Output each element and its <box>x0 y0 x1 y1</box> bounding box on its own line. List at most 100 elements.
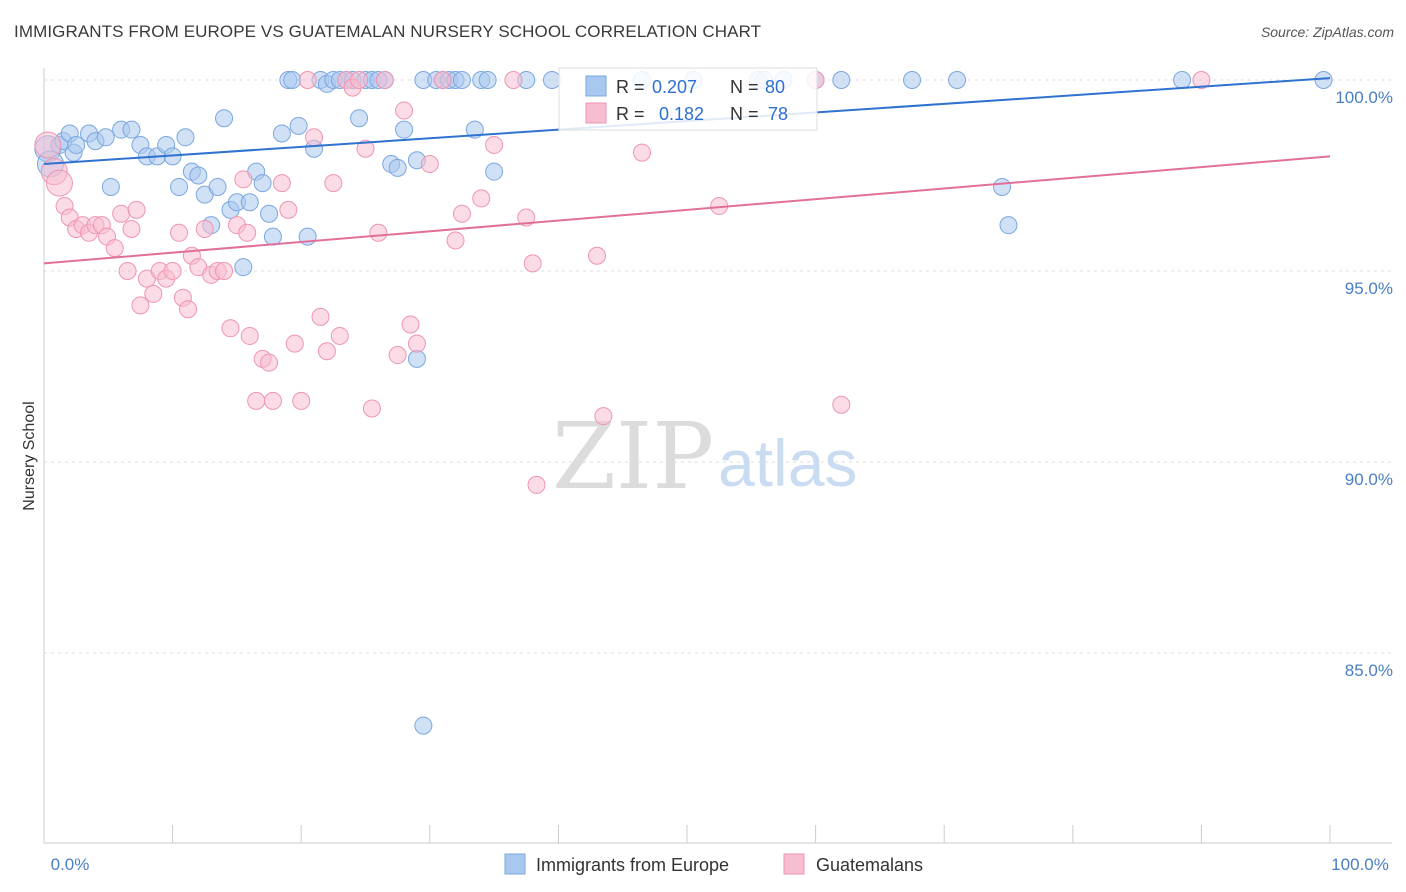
guatemalan-point <box>527 475 546 494</box>
legend-r-label-guatemalans: R = <box>616 104 645 124</box>
europe-point <box>234 258 253 277</box>
guatemalan-point <box>1192 71 1211 89</box>
guatemalan-point <box>420 155 439 174</box>
guatemalan-point <box>221 319 240 338</box>
europe-point <box>96 128 115 147</box>
guatemalan-point <box>34 131 62 159</box>
legend-n-value-guatemalans: 78 <box>768 104 788 124</box>
guatemalan-point <box>407 334 426 353</box>
guatemalan-point <box>350 71 369 89</box>
europe-point <box>1173 71 1192 89</box>
x-tick-label-right: 100.0% <box>1331 855 1389 874</box>
europe-point <box>542 71 561 89</box>
guatemalan-point <box>433 71 452 89</box>
guatemalan-point <box>240 326 259 345</box>
guatemalan-point <box>298 71 317 89</box>
guatemalan-point <box>122 219 141 238</box>
guatemalan-point <box>369 223 388 242</box>
data-points <box>34 71 1333 735</box>
legend-r-value-guatemalans: 0.182 <box>659 104 704 124</box>
europe-point <box>208 177 227 196</box>
guatemalan-point <box>179 300 198 319</box>
guatemalan-point <box>234 170 253 189</box>
series-legend: Immigrants from Europe Guatemalans <box>504 853 923 875</box>
europe-point <box>395 120 414 139</box>
europe-point <box>350 109 369 128</box>
guatemalan-point <box>311 307 330 326</box>
europe-point <box>283 71 302 89</box>
guatemalan-point <box>517 208 536 227</box>
guatemalan-point <box>375 71 394 89</box>
europe-point <box>993 177 1012 196</box>
guatemalan-point <box>112 204 131 223</box>
guatemalan-point <box>131 296 150 315</box>
europe-point <box>948 71 967 89</box>
stats-legend: R = 0.207 N = 80 R = 0.182 N = 78 <box>558 67 818 131</box>
grid-lines <box>44 79 1392 654</box>
europe-point <box>999 216 1018 235</box>
y-tick-label: 95.0% <box>1345 279 1393 298</box>
guatemalan-point <box>127 200 146 219</box>
europe-point <box>1314 71 1333 89</box>
europe-point <box>176 128 195 147</box>
europe-point <box>407 349 426 368</box>
guatemalan-point <box>324 174 343 193</box>
europe-point <box>240 193 259 212</box>
guatemalan-point <box>446 231 465 250</box>
y-tick-label: 100.0% <box>1335 88 1393 107</box>
x-tick-label-left: 0.0% <box>51 855 90 874</box>
europe-point <box>260 204 279 223</box>
legend-r-label-europe: R = <box>616 77 645 97</box>
guatemalan-point <box>170 223 189 242</box>
axes <box>43 68 1392 844</box>
europe-point <box>903 71 922 89</box>
guatemalan-point <box>523 254 542 273</box>
guatemalan-point <box>215 262 234 280</box>
europe-point <box>101 177 120 196</box>
guatemalan-point <box>832 395 851 414</box>
guatemalan-trend-line <box>43 155 1331 265</box>
guatemalan-point <box>395 101 414 120</box>
bottom-legend-label-guatemalans: Guatemalans <box>816 855 923 875</box>
source-label: Source: ZipAtlas.com <box>1260 24 1394 40</box>
guatemalan-point <box>356 139 375 158</box>
guatemalan-point <box>195 219 214 238</box>
europe-point <box>189 166 208 185</box>
guatemalan-point <box>330 326 349 345</box>
guatemalan-point <box>452 204 471 223</box>
guatemalan-point <box>272 174 291 193</box>
y-axis-title: Nursery School <box>21 401 38 510</box>
bottom-legend-swatch-guatemalans <box>783 853 805 875</box>
guatemalan-point <box>317 342 336 361</box>
bottom-legend-swatch-europe <box>504 853 526 875</box>
europe-point <box>215 109 234 128</box>
y-tick-label: 90.0% <box>1345 470 1393 489</box>
guatemalan-point <box>263 391 282 410</box>
europe-point <box>478 71 497 89</box>
legend-n-value-europe: 80 <box>765 77 785 97</box>
guatemalan-point <box>632 143 651 162</box>
guatemalan-point <box>247 391 266 410</box>
europe-point <box>67 135 86 154</box>
europe-point <box>414 716 433 735</box>
legend-n-label-guatemalans: N = <box>730 104 759 124</box>
guatemalan-point <box>401 315 420 334</box>
legend-r-value-europe: 0.207 <box>652 77 697 97</box>
europe-point <box>272 124 291 143</box>
watermark-zip-text: ZIP <box>552 403 714 510</box>
chart-title: IMMIGRANTS FROM EUROPE VS GUATEMALAN NUR… <box>14 22 762 41</box>
guatemalan-point <box>285 334 304 353</box>
europe-point <box>465 120 484 139</box>
guatemalan-point <box>105 239 124 258</box>
guatemalan-point <box>279 200 298 219</box>
guatemalan-point <box>238 223 257 242</box>
guatemalan-point <box>388 346 407 365</box>
bottom-legend-label-europe: Immigrants from Europe <box>536 855 729 875</box>
y-tick-labels: 100.0% 95.0% 90.0% 85.0% <box>1335 88 1393 680</box>
guatemalan-point <box>594 407 613 426</box>
y-tick-label: 85.0% <box>1345 661 1393 680</box>
guatemalan-point <box>144 284 163 303</box>
guatemalan-point <box>118 262 137 280</box>
legend-swatch-guatemalans <box>585 102 607 124</box>
europe-point <box>289 116 308 135</box>
